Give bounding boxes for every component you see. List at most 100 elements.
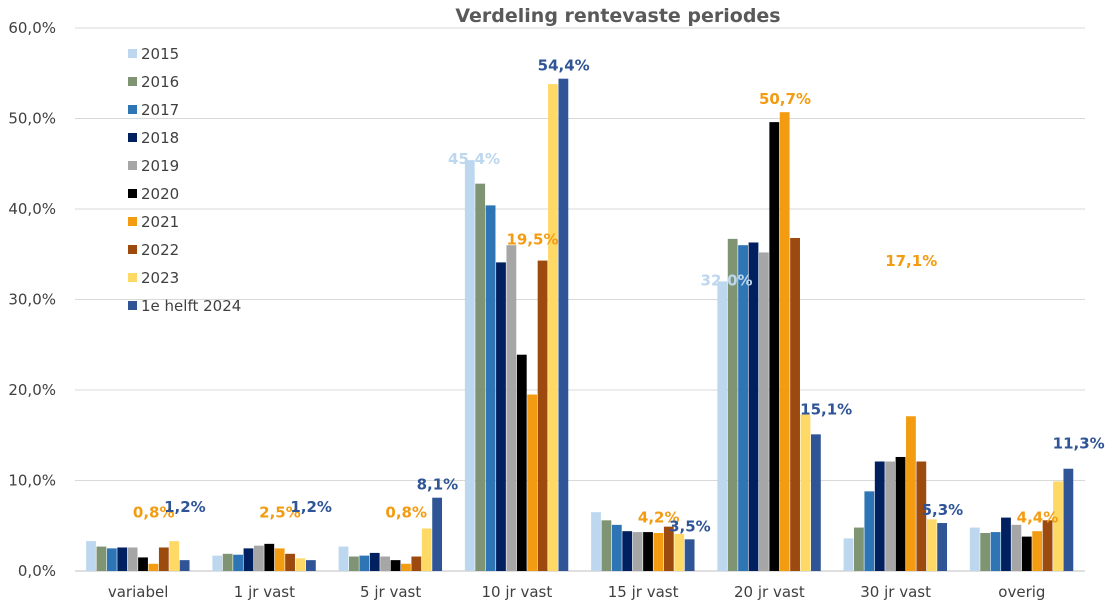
bar xyxy=(1063,468,1074,571)
bar xyxy=(1001,517,1011,571)
bar xyxy=(874,461,885,571)
legend-label: 2021 xyxy=(141,213,179,231)
data-label: 0,8% xyxy=(133,503,175,521)
bar xyxy=(843,538,854,571)
bar xyxy=(212,555,223,571)
bar xyxy=(937,523,948,571)
bar xyxy=(127,547,138,571)
y-tick-label: 20,0% xyxy=(8,381,56,399)
y-tick-label: 40,0% xyxy=(8,200,56,218)
bar xyxy=(359,555,370,571)
bar xyxy=(464,160,475,571)
bar xyxy=(663,526,674,571)
x-tick-label: variabel xyxy=(108,583,169,601)
x-tick-label: 20 jr vast xyxy=(734,583,805,601)
gridlines xyxy=(75,27,1085,572)
bar xyxy=(285,553,295,571)
bar xyxy=(895,456,906,571)
bar xyxy=(485,205,496,571)
bar xyxy=(401,563,411,571)
legend-label: 2016 xyxy=(141,73,179,91)
bar xyxy=(790,237,800,571)
legend-swatch xyxy=(128,161,137,170)
bar xyxy=(548,84,558,572)
bar xyxy=(222,553,233,571)
bar xyxy=(643,532,653,571)
bar xyxy=(558,78,569,572)
bar xyxy=(516,354,527,571)
bar xyxy=(390,560,401,571)
data-label: 32,0% xyxy=(701,271,753,289)
bar xyxy=(1021,536,1032,571)
legend-swatch xyxy=(128,273,137,282)
bar xyxy=(96,546,107,571)
bar xyxy=(980,532,991,571)
data-label: 5,3% xyxy=(922,501,964,519)
y-tick-label: 60,0% xyxy=(8,19,56,37)
bar xyxy=(349,556,359,571)
bar xyxy=(380,556,391,571)
data-label: 3,5% xyxy=(669,517,711,535)
bar xyxy=(411,556,422,571)
bar xyxy=(305,560,316,571)
legend-swatch xyxy=(128,133,137,142)
data-label: 54,4% xyxy=(538,57,590,75)
bar xyxy=(916,461,927,571)
data-label: 4,4% xyxy=(1017,508,1059,526)
bars xyxy=(86,78,1074,572)
bar xyxy=(810,434,821,571)
data-label: 45,4% xyxy=(448,150,500,168)
legend-label: 2019 xyxy=(141,157,179,175)
bar xyxy=(622,531,633,571)
legend-label: 2020 xyxy=(141,185,179,203)
legend-swatch xyxy=(128,77,137,86)
legend-label: 1e helft 2024 xyxy=(141,297,241,315)
data-label: 1,2% xyxy=(290,498,332,516)
bar xyxy=(717,281,728,571)
legend-label: 2022 xyxy=(141,241,179,259)
y-tick-label: 50,0% xyxy=(8,110,56,128)
bar xyxy=(527,394,538,571)
data-label: 50,7% xyxy=(759,90,811,108)
legend-swatch xyxy=(128,49,137,58)
x-tick-label: overig xyxy=(998,583,1045,601)
bar xyxy=(885,461,896,571)
data-labels: 0,8%1,2% 2,5%1,2% 0,8%8,1%45,4%19,5%54,4%4… xyxy=(133,57,1105,536)
legend-label: 2018 xyxy=(141,129,179,147)
x-tick-label: 5 jr vast xyxy=(360,583,421,601)
data-label: 2,5% xyxy=(259,503,301,521)
bar xyxy=(758,252,769,571)
y-tick-label: 0,0% xyxy=(18,562,56,580)
bar xyxy=(800,414,811,571)
bar xyxy=(990,532,1001,571)
bar xyxy=(632,532,643,571)
y-tick-label: 30,0% xyxy=(8,291,56,309)
x-axis: variabel 1 jr vast 5 jr vast 10 jr vast 15 j… xyxy=(108,583,1046,601)
bar xyxy=(253,545,264,571)
bar xyxy=(674,533,685,571)
bar xyxy=(148,563,159,571)
bar xyxy=(779,112,790,571)
bar xyxy=(769,122,780,572)
data-label: 15,1% xyxy=(800,400,852,418)
bar xyxy=(295,558,306,571)
legend-swatch xyxy=(128,301,137,310)
bar xyxy=(496,262,506,571)
bar xyxy=(738,245,748,571)
bar xyxy=(1032,531,1043,571)
data-label: 19,5% xyxy=(506,231,558,249)
bar xyxy=(611,524,622,571)
bar xyxy=(906,416,916,571)
bar xyxy=(179,560,190,571)
chart-title: Verdeling rentevaste periodes xyxy=(455,5,780,27)
bar xyxy=(969,527,980,571)
bar xyxy=(274,548,285,571)
y-axis: 0,0% 10,0% 20,0% 30,0% 40,0% 50,0% 60,0% xyxy=(8,19,56,580)
legend-label: 2023 xyxy=(141,269,179,287)
bar xyxy=(233,554,243,571)
bar xyxy=(537,260,548,571)
legend-swatch xyxy=(128,105,137,114)
bar xyxy=(421,528,432,571)
bar xyxy=(169,541,180,571)
